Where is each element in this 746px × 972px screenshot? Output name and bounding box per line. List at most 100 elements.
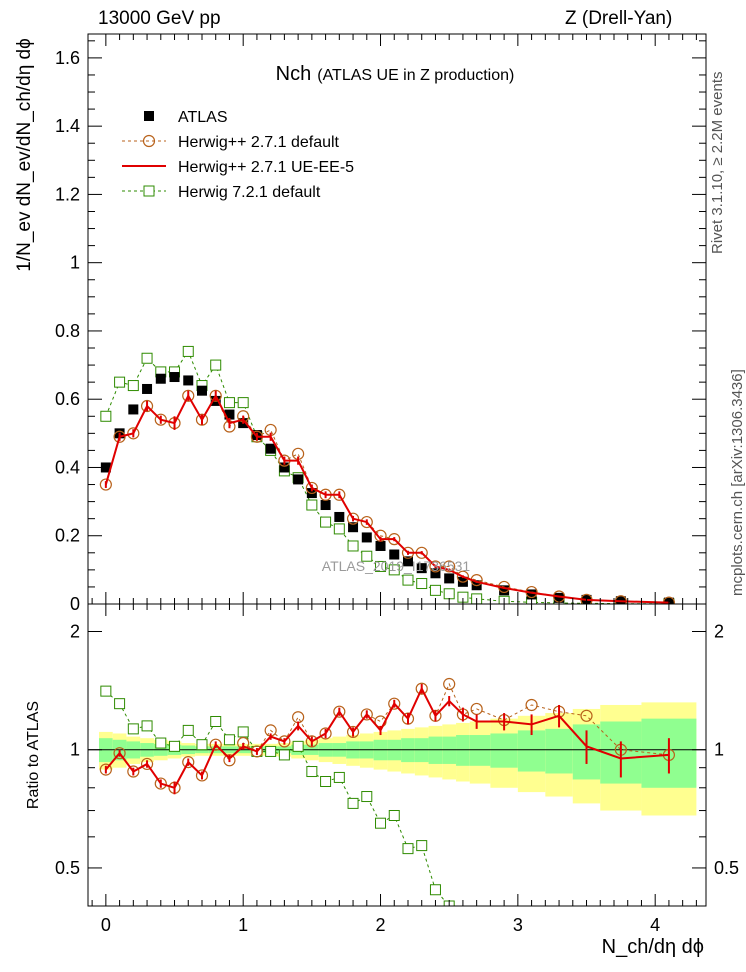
legend-herwigpp-default-label: Herwig++ 2.7.1 default xyxy=(178,134,340,151)
herwig7-point xyxy=(416,578,428,590)
ratio-tick-label-left: 1 xyxy=(70,740,80,760)
ratio-herwigpp-default-point xyxy=(415,682,428,695)
atlas-data-point xyxy=(196,385,207,396)
ratio-band-inner xyxy=(517,730,546,772)
ratio-herwig7-point xyxy=(169,740,181,752)
y-tick-label: 0.6 xyxy=(55,389,80,409)
ratio-herwig7-point xyxy=(361,791,373,803)
y-tick-label: 0.8 xyxy=(55,321,80,341)
ratio-herwigpp-default-point xyxy=(209,738,222,751)
herwigpp-default-point xyxy=(209,389,222,402)
x-tick-label: 2 xyxy=(376,915,386,935)
herwigpp-default-point xyxy=(113,430,126,443)
herwig7-point xyxy=(114,376,126,388)
energy-label: 13000 GeV pp xyxy=(98,8,221,29)
ratio-herwigpp-default-point xyxy=(140,757,154,771)
ratio-herwig7-point xyxy=(388,809,400,821)
rivet-version-label: Rivet 3.1.10, ≥ 2.2M events xyxy=(709,71,726,255)
herwigpp-default-point xyxy=(140,399,154,413)
legend-atlas-label: ATLAS xyxy=(178,109,228,126)
ratio-frame xyxy=(87,603,707,907)
ratio-tick-label-right: 1 xyxy=(714,740,724,760)
atlas-data-point xyxy=(554,592,565,603)
y-tick-label: 0 xyxy=(70,594,80,614)
y-tick-label: 1.4 xyxy=(55,116,80,136)
y-tick-label: 0.4 xyxy=(55,457,80,477)
ratio-band-inner xyxy=(545,728,573,774)
atlas-data-point xyxy=(361,532,372,543)
legend: ATLAS Herwig++ 2.7.1 default Herwig++ 2.7.… xyxy=(122,109,354,201)
herwigpp-default-line xyxy=(105,394,669,604)
ratio-herwig7-point xyxy=(210,715,222,727)
ratio-panel xyxy=(88,677,706,906)
ratio-herwig7-point xyxy=(155,737,167,749)
ratio-herwigpp-default-point xyxy=(333,705,346,718)
ratio-herwigpp-default-point xyxy=(250,745,264,758)
ratio-herwig7-point xyxy=(265,745,277,757)
axes-frame xyxy=(87,33,707,907)
ratio-tick-label-left: 2 xyxy=(70,622,80,642)
legend-herwig7-marker xyxy=(143,185,155,197)
atlas-data-point xyxy=(224,409,235,420)
herwigpp-default-point xyxy=(443,560,456,573)
ratio-herwigpp-default-point xyxy=(319,727,332,740)
ratio-herwig7-point xyxy=(375,817,387,829)
ratio-herwigpp-default-point xyxy=(305,735,318,748)
chart-title-main: Nch xyxy=(276,63,312,85)
ratio-herwig7-point xyxy=(100,685,112,697)
ratio-herwig7-line xyxy=(105,690,450,906)
herwig7-point xyxy=(320,516,332,528)
ratio-herwig7-point xyxy=(223,734,235,746)
ratio-herwigpp-default-point xyxy=(195,769,209,782)
ratio-herwig7-point xyxy=(292,740,304,752)
ratio-axis-label: Ratio to ATLAS xyxy=(25,701,42,809)
ratio-herwigpp-default-point xyxy=(443,677,456,691)
herwig7-point xyxy=(210,359,222,371)
herwig7-point xyxy=(127,380,139,392)
atlas-data-point xyxy=(389,549,400,560)
ratio-band-inner xyxy=(490,733,518,768)
atlas-data-point xyxy=(142,383,153,394)
herwigpp-default-point xyxy=(154,413,167,426)
herwig7-point xyxy=(141,352,153,364)
ratio-herwig7-point xyxy=(306,766,318,778)
atlas-data-point xyxy=(265,443,276,454)
ratio-band-inner xyxy=(469,735,491,766)
ratio-herwig7-point xyxy=(141,720,153,732)
herwigpp-default-point xyxy=(99,478,112,491)
atlas-data-point xyxy=(615,596,626,604)
atlas-data-point xyxy=(128,404,139,415)
ratio-herwigpp-default-point xyxy=(154,777,167,790)
ratio-herwigpp-default-point xyxy=(99,763,112,776)
atlas-data-point xyxy=(320,500,331,511)
atlas-data-point xyxy=(293,474,304,485)
atlas-data-point xyxy=(334,511,345,522)
herwigpp-default-point xyxy=(195,413,209,426)
herwigpp-default-point xyxy=(182,389,195,402)
ratio-herwigpp-default-point xyxy=(223,754,236,767)
herwigpp-default-point xyxy=(456,570,470,583)
herwig7-point xyxy=(361,550,373,562)
atlas-data-point xyxy=(100,462,111,473)
herwig7-point xyxy=(375,560,387,572)
ratio-tick-label-right: 0.5 xyxy=(714,858,739,878)
analysis-watermark: ATLAS_2019_I1736531 xyxy=(322,558,471,574)
legend-atlas-marker xyxy=(144,111,154,121)
herwig7-point xyxy=(333,523,345,535)
atlas-data-point xyxy=(430,568,441,579)
ratio-herwig7-point xyxy=(402,843,414,855)
atlas-data-point xyxy=(155,373,166,384)
ratio-herwig7-point xyxy=(347,797,359,809)
ratio-herwigpp-default-point xyxy=(580,709,593,722)
atlas-data-point xyxy=(499,585,510,596)
herwigpp-default-point xyxy=(305,481,318,495)
atlas-data-point xyxy=(444,573,455,584)
herwig7-point xyxy=(429,584,441,596)
atlas-data-point xyxy=(183,375,194,386)
ratio-herwigpp-default-point xyxy=(127,765,140,778)
x-tick-label: 3 xyxy=(513,915,523,935)
ratio-herwig7-point xyxy=(127,723,139,735)
x-axis-label: N_ch/dη dϕ xyxy=(602,936,704,958)
ratio-herwig7-point xyxy=(416,840,428,852)
